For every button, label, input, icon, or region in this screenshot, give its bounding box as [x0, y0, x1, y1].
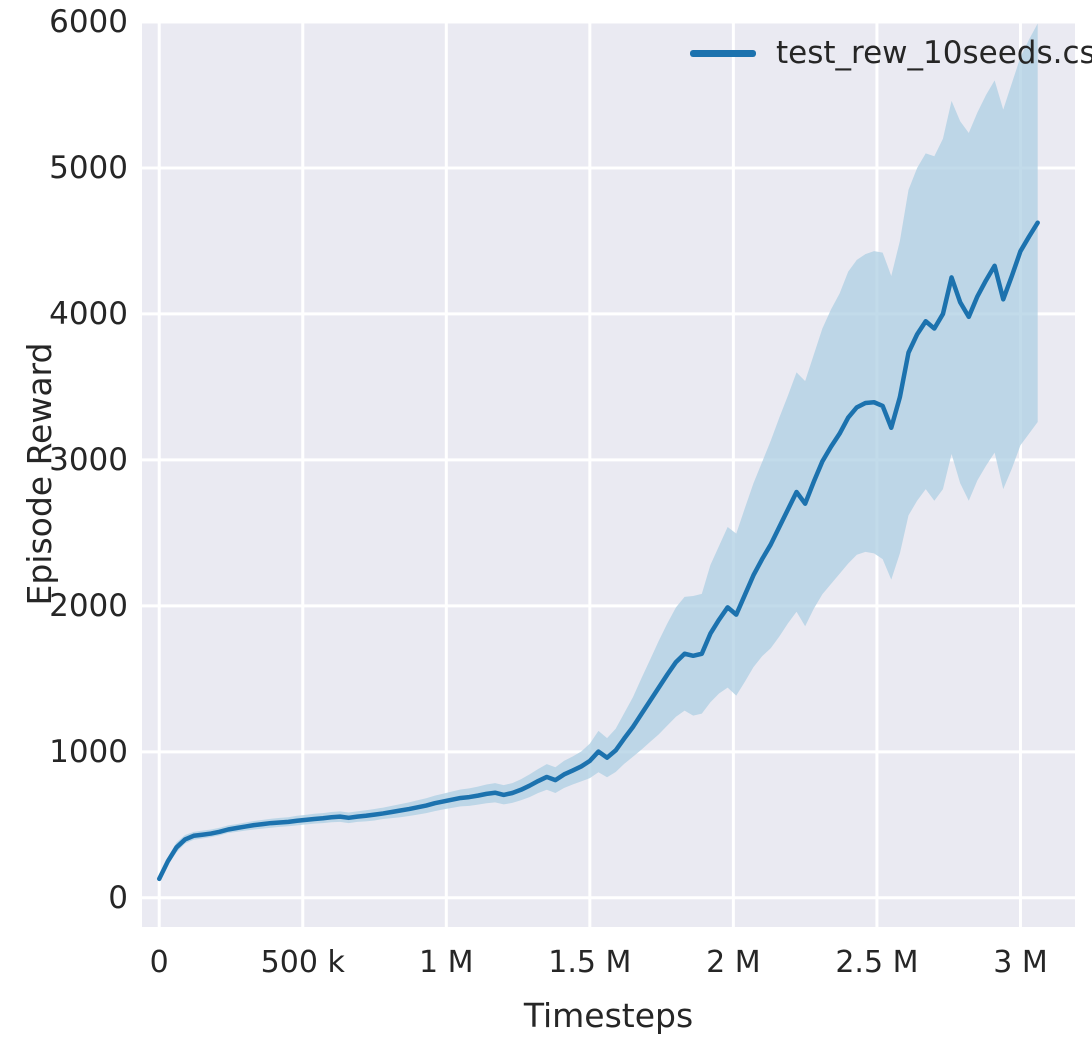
y-axis-label: Episode Reward: [20, 342, 59, 606]
y-tick-label: 1000: [49, 733, 128, 770]
y-tick-label: 2000: [49, 587, 128, 624]
mean-line: [156, 220, 1040, 882]
y-tick-label: 3000: [49, 441, 128, 478]
y-tick-label: 5000: [49, 149, 128, 186]
x-tick-label: 2 M: [706, 945, 761, 980]
x-tick-label: 1 M: [419, 945, 474, 980]
plot-area: [142, 22, 1075, 927]
y-tick-label: 6000: [49, 4, 128, 40]
confidence-band: [159, 23, 1038, 881]
chart-canvas: [142, 22, 1075, 927]
x-tick-label: 3 M: [993, 945, 1048, 980]
y-tick-label: 4000: [49, 295, 128, 332]
legend-entry-label: test_rew_10seeds.csv: [776, 35, 1092, 71]
x-tick-label: 0: [149, 945, 169, 980]
x-tick-label: 2.5 M: [835, 945, 919, 980]
legend-line-swatch: [690, 49, 756, 57]
y-tick-label: 0: [108, 879, 128, 916]
x-tick-label: 500 k: [260, 945, 345, 980]
chart-legend: test_rew_10seeds.csv: [690, 36, 1092, 70]
x-tick-label: 1.5 M: [548, 945, 632, 980]
x-axis-label: Timesteps: [523, 996, 694, 1035]
